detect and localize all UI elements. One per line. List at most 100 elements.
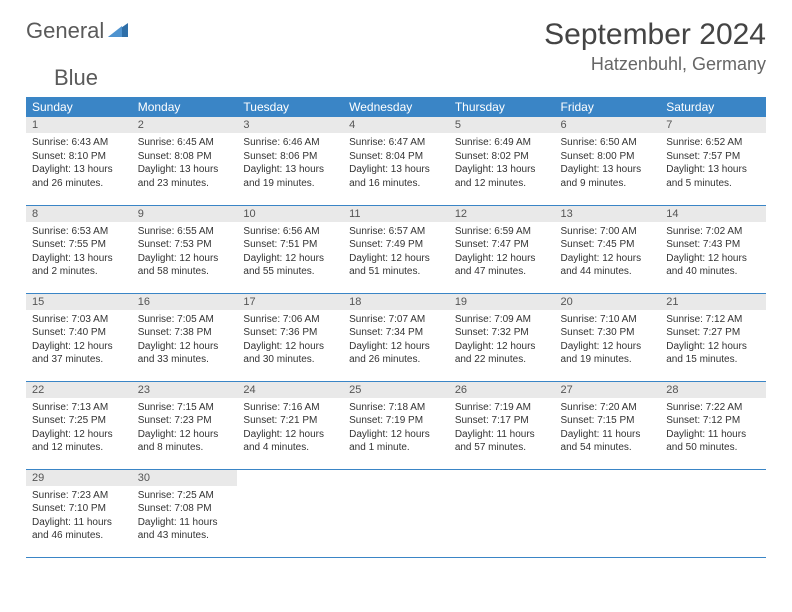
day-details: Sunrise: 6:53 AMSunset: 7:55 PMDaylight:…	[26, 222, 132, 283]
daylight-text: and 2 minutes.	[32, 265, 126, 279]
sunset-text: Sunset: 8:10 PM	[32, 150, 126, 164]
weekday-header-row: Sunday Monday Tuesday Wednesday Thursday…	[26, 97, 766, 117]
daylight-text: Daylight: 11 hours	[455, 428, 549, 442]
day-details: Sunrise: 7:02 AMSunset: 7:43 PMDaylight:…	[660, 222, 766, 283]
day-details: Sunrise: 7:19 AMSunset: 7:17 PMDaylight:…	[449, 398, 555, 459]
day-number: 13	[555, 206, 661, 222]
sunset-text: Sunset: 7:30 PM	[561, 326, 655, 340]
weekday-header: Saturday	[660, 97, 766, 117]
daylight-text: Daylight: 12 hours	[349, 428, 443, 442]
day-details: Sunrise: 7:15 AMSunset: 7:23 PMDaylight:…	[132, 398, 238, 459]
calendar-day-cell: 14Sunrise: 7:02 AMSunset: 7:43 PMDayligh…	[660, 205, 766, 293]
daylight-text: Daylight: 13 hours	[243, 163, 337, 177]
sunset-text: Sunset: 7:55 PM	[32, 238, 126, 252]
daylight-text: and 19 minutes.	[243, 177, 337, 191]
calendar-day-cell: 23Sunrise: 7:15 AMSunset: 7:23 PMDayligh…	[132, 381, 238, 469]
daylight-text: Daylight: 12 hours	[349, 252, 443, 266]
day-number: 19	[449, 294, 555, 310]
weekday-header: Sunday	[26, 97, 132, 117]
day-details: Sunrise: 6:55 AMSunset: 7:53 PMDaylight:…	[132, 222, 238, 283]
calendar-week-row: 29Sunrise: 7:23 AMSunset: 7:10 PMDayligh…	[26, 469, 766, 557]
month-title: September 2024	[544, 18, 766, 52]
sunrise-text: Sunrise: 6:43 AM	[32, 136, 126, 150]
calendar-day-cell: 20Sunrise: 7:10 AMSunset: 7:30 PMDayligh…	[555, 293, 661, 381]
daylight-text: and 50 minutes.	[666, 441, 760, 455]
daylight-text: Daylight: 12 hours	[138, 428, 232, 442]
daylight-text: Daylight: 13 hours	[561, 163, 655, 177]
sunset-text: Sunset: 8:06 PM	[243, 150, 337, 164]
calendar-day-cell: 13Sunrise: 7:00 AMSunset: 7:45 PMDayligh…	[555, 205, 661, 293]
daylight-text: Daylight: 12 hours	[32, 340, 126, 354]
calendar-day-cell: 22Sunrise: 7:13 AMSunset: 7:25 PMDayligh…	[26, 381, 132, 469]
sunrise-text: Sunrise: 6:45 AM	[138, 136, 232, 150]
day-number: 22	[26, 382, 132, 398]
day-number: 11	[343, 206, 449, 222]
sunrise-text: Sunrise: 6:55 AM	[138, 225, 232, 239]
daylight-text: Daylight: 11 hours	[666, 428, 760, 442]
day-number: 5	[449, 117, 555, 133]
daylight-text: and 1 minute.	[349, 441, 443, 455]
daylight-text: Daylight: 12 hours	[32, 428, 126, 442]
day-details: Sunrise: 7:16 AMSunset: 7:21 PMDaylight:…	[237, 398, 343, 459]
daylight-text: and 47 minutes.	[455, 265, 549, 279]
day-number: 26	[449, 382, 555, 398]
daylight-text: and 37 minutes.	[32, 353, 126, 367]
sunset-text: Sunset: 8:00 PM	[561, 150, 655, 164]
day-number: 18	[343, 294, 449, 310]
calendar-day-cell	[555, 469, 661, 557]
day-details: Sunrise: 6:49 AMSunset: 8:02 PMDaylight:…	[449, 133, 555, 194]
calendar-day-cell: 6Sunrise: 6:50 AMSunset: 8:00 PMDaylight…	[555, 117, 661, 205]
logo-triangle-icon	[108, 21, 128, 42]
sunset-text: Sunset: 7:53 PM	[138, 238, 232, 252]
logo: General	[26, 18, 130, 44]
calendar-week-row: 22Sunrise: 7:13 AMSunset: 7:25 PMDayligh…	[26, 381, 766, 469]
sunset-text: Sunset: 7:17 PM	[455, 414, 549, 428]
calendar-day-cell	[237, 469, 343, 557]
sunrise-text: Sunrise: 7:16 AM	[243, 401, 337, 415]
calendar-day-cell: 26Sunrise: 7:19 AMSunset: 7:17 PMDayligh…	[449, 381, 555, 469]
sunrise-text: Sunrise: 7:20 AM	[561, 401, 655, 415]
day-number: 24	[237, 382, 343, 398]
daylight-text: Daylight: 11 hours	[138, 516, 232, 530]
weekday-header: Tuesday	[237, 97, 343, 117]
day-details: Sunrise: 6:46 AMSunset: 8:06 PMDaylight:…	[237, 133, 343, 194]
sunrise-text: Sunrise: 7:07 AM	[349, 313, 443, 327]
daylight-text: Daylight: 13 hours	[138, 163, 232, 177]
sunrise-text: Sunrise: 7:10 AM	[561, 313, 655, 327]
daylight-text: Daylight: 11 hours	[32, 516, 126, 530]
sunset-text: Sunset: 7:51 PM	[243, 238, 337, 252]
daylight-text: Daylight: 12 hours	[243, 340, 337, 354]
day-details: Sunrise: 7:12 AMSunset: 7:27 PMDaylight:…	[660, 310, 766, 371]
calendar-day-cell	[449, 469, 555, 557]
calendar-day-cell: 18Sunrise: 7:07 AMSunset: 7:34 PMDayligh…	[343, 293, 449, 381]
calendar-week-row: 15Sunrise: 7:03 AMSunset: 7:40 PMDayligh…	[26, 293, 766, 381]
daylight-text: Daylight: 12 hours	[561, 340, 655, 354]
sunrise-text: Sunrise: 6:47 AM	[349, 136, 443, 150]
calendar-day-cell: 30Sunrise: 7:25 AMSunset: 7:08 PMDayligh…	[132, 469, 238, 557]
daylight-text: and 54 minutes.	[561, 441, 655, 455]
daylight-text: Daylight: 11 hours	[561, 428, 655, 442]
daylight-text: and 15 minutes.	[666, 353, 760, 367]
day-number: 7	[660, 117, 766, 133]
sunset-text: Sunset: 7:36 PM	[243, 326, 337, 340]
day-number: 9	[132, 206, 238, 222]
daylight-text: Daylight: 13 hours	[32, 163, 126, 177]
daylight-text: and 23 minutes.	[138, 177, 232, 191]
calendar-day-cell: 10Sunrise: 6:56 AMSunset: 7:51 PMDayligh…	[237, 205, 343, 293]
day-number: 27	[555, 382, 661, 398]
daylight-text: and 12 minutes.	[455, 177, 549, 191]
sunset-text: Sunset: 7:34 PM	[349, 326, 443, 340]
day-number: 1	[26, 117, 132, 133]
sunset-text: Sunset: 7:49 PM	[349, 238, 443, 252]
sunset-text: Sunset: 8:02 PM	[455, 150, 549, 164]
day-number: 28	[660, 382, 766, 398]
daylight-text: Daylight: 12 hours	[455, 252, 549, 266]
weekday-header: Thursday	[449, 97, 555, 117]
sunrise-text: Sunrise: 6:52 AM	[666, 136, 760, 150]
calendar-day-cell: 19Sunrise: 7:09 AMSunset: 7:32 PMDayligh…	[449, 293, 555, 381]
sunrise-text: Sunrise: 7:15 AM	[138, 401, 232, 415]
daylight-text: and 4 minutes.	[243, 441, 337, 455]
sunset-text: Sunset: 7:40 PM	[32, 326, 126, 340]
calendar-day-cell: 28Sunrise: 7:22 AMSunset: 7:12 PMDayligh…	[660, 381, 766, 469]
calendar-day-cell: 4Sunrise: 6:47 AMSunset: 8:04 PMDaylight…	[343, 117, 449, 205]
